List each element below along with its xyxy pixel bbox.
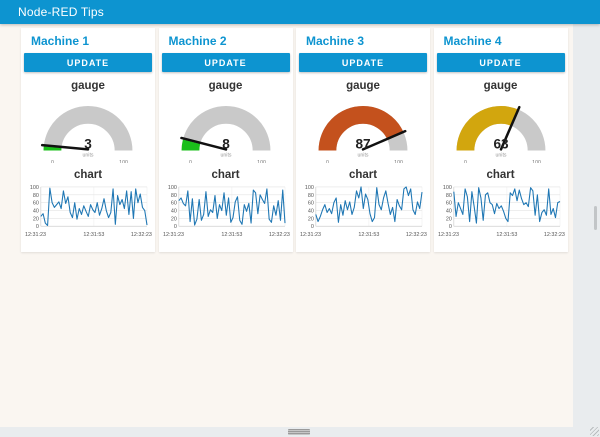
chart-widget: chart 0 20 40 60 80 100 12:31:23 12:31:53 12:32:… [159,163,293,242]
svg-text:100: 100 [167,185,176,191]
gauge-display: 8 units 0 100 [179,106,270,163]
window-resize-grip[interactable] [590,427,599,436]
svg-text:20: 20 [308,216,314,222]
svg-text:100: 100 [532,160,541,163]
update-button[interactable]: UPDATE [436,53,565,72]
svg-text:80: 80 [170,193,176,199]
gauge-title: gauge [346,80,380,92]
chart-title: chart [348,169,378,181]
gauge-display: 3 units 0 100 [40,106,133,163]
svg-text:12:31:23: 12:31:23 [163,232,184,238]
gauge-widget: gauge 63 units 0 100 [434,74,568,163]
svg-text:40: 40 [445,209,451,215]
app-title: Node-RED Tips [18,5,104,19]
gauge-widget: gauge 8 units 0 100 [159,74,293,163]
update-button[interactable]: UPDATE [24,53,152,72]
machine-title: Machine 3 [306,34,365,48]
svg-text:0: 0 [326,160,329,163]
horizontal-scrollbar-thumb[interactable] [288,429,310,435]
svg-text:12:31:53: 12:31:53 [496,232,517,238]
machine-title: Machine 2 [168,34,227,48]
svg-text:20: 20 [33,216,39,222]
chart-title: chart [486,169,515,181]
machine-card-2: Machine 2 UPDATE gauge 8 units 0 100 chart … [158,28,293,252]
svg-text:0: 0 [448,224,451,230]
svg-text:40: 40 [170,209,176,215]
svg-text:12:31:53: 12:31:53 [221,232,242,238]
chart-title: chart [211,169,240,181]
dashboard: Machine 1 UPDATE gauge 3 units 0 100 chart … [0,24,573,427]
svg-text:40: 40 [33,209,39,215]
machine-title: Machine 1 [31,34,90,48]
svg-text:3: 3 [84,136,92,151]
svg-text:63: 63 [493,136,509,151]
svg-text:12:31:23: 12:31:23 [300,232,321,238]
svg-text:0: 0 [311,224,314,230]
vertical-scrollbar-thumb[interactable] [594,206,597,230]
svg-text:60: 60 [308,201,314,207]
machine-card-1: Machine 1 UPDATE gauge 3 units 0 100 chart … [21,28,155,252]
svg-text:8: 8 [222,136,230,151]
titlebar: Node-RED Tips [0,0,600,24]
update-button[interactable]: UPDATE [299,53,427,72]
svg-text:80: 80 [33,193,39,199]
svg-text:12:32:23: 12:32:23 [543,232,564,238]
machine-title: Machine 4 [443,34,502,48]
gauge-title: gauge [483,80,518,92]
svg-text:87: 87 [355,136,370,151]
svg-text:80: 80 [445,193,451,199]
svg-text:100: 100 [394,160,403,163]
svg-text:0: 0 [51,160,54,163]
gauge-widget: gauge 3 units 0 100 [21,74,155,163]
svg-text:100: 100 [257,160,266,163]
svg-text:units: units [357,153,368,159]
svg-text:100: 100 [442,185,451,191]
machine-cards: Machine 1 UPDATE gauge 3 units 0 100 chart … [0,24,573,252]
update-button[interactable]: UPDATE [161,53,290,72]
svg-text:0: 0 [173,224,176,230]
svg-text:20: 20 [170,216,176,222]
chart-widget: chart 0 20 40 60 80 100 12:31:23 12:31:53 12:32:… [434,163,568,242]
chart-widget: chart 0 20 40 60 80 100 12:31:23 12:31:53 12:32:… [296,163,430,242]
svg-text:0: 0 [36,224,39,230]
machine-card-4: Machine 4 UPDATE gauge 63 units 0 100 chart… [433,28,568,252]
horizontal-scrollbar[interactable] [0,427,600,437]
svg-text:80: 80 [308,193,314,199]
svg-text:60: 60 [445,201,451,207]
machine-card-3: Machine 3 UPDATE gauge 87 units 0 100 chart… [296,28,430,252]
chart-widget: chart 0 20 40 60 80 100 12:31:23 12:31:53 12:32:… [21,163,155,242]
gauge-display: 87 units 0 100 [318,106,408,163]
svg-text:12:31:53: 12:31:53 [83,232,104,238]
svg-text:12:31:53: 12:31:53 [358,232,379,238]
svg-text:units: units [82,153,93,159]
svg-text:40: 40 [308,209,314,215]
vertical-scrollbar[interactable] [573,24,600,437]
svg-text:0: 0 [189,160,192,163]
gauge-title: gauge [71,80,105,92]
svg-text:12:31:23: 12:31:23 [438,232,459,238]
svg-text:12:32:23: 12:32:23 [268,232,289,238]
svg-text:100: 100 [305,185,314,191]
gauge-display: 63 units 0 100 [456,105,545,163]
svg-text:60: 60 [170,201,176,207]
svg-text:12:32:23: 12:32:23 [406,232,427,238]
svg-text:100: 100 [30,185,39,191]
svg-text:20: 20 [445,216,451,222]
svg-text:12:31:23: 12:31:23 [25,232,46,238]
chart-title: chart [73,169,103,181]
gauge-widget: gauge 87 units 0 100 [296,74,430,163]
svg-text:0: 0 [464,160,467,163]
svg-text:12:32:23: 12:32:23 [131,232,152,238]
svg-text:units: units [220,153,231,159]
svg-text:100: 100 [119,160,128,163]
svg-text:units: units [495,153,506,159]
gauge-title: gauge [208,80,243,92]
svg-text:60: 60 [33,201,39,207]
